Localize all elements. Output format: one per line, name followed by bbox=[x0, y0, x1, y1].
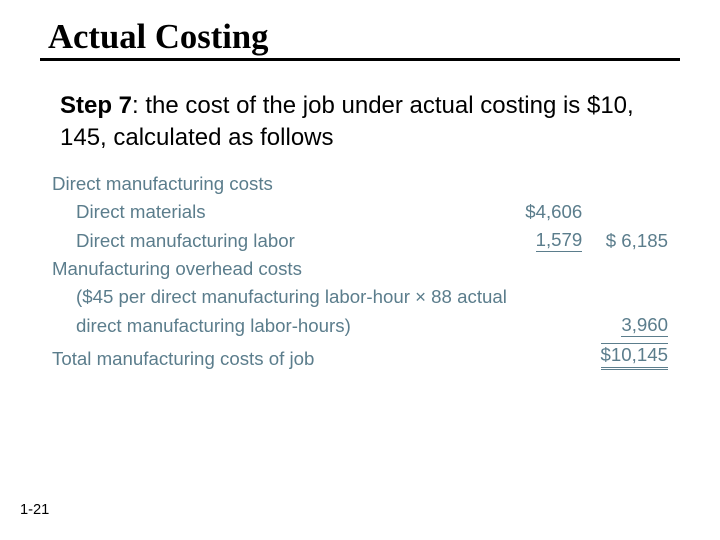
table-row: Manufacturing overhead costs bbox=[48, 255, 672, 283]
table-row: direct manufacturing labor-hours) 3,960 bbox=[48, 311, 672, 340]
cost-label: Direct materials bbox=[48, 198, 511, 226]
slide: Actual Costing Step 7: the cost of the j… bbox=[0, 0, 720, 540]
cost-label: direct manufacturing labor-hours) bbox=[48, 311, 511, 340]
cost-amount-b bbox=[586, 198, 672, 226]
cost-amount-a: 1,579 bbox=[511, 226, 586, 255]
table-row: Total manufacturing costs of job $10,145 bbox=[48, 340, 672, 373]
cost-amount-b bbox=[586, 170, 672, 198]
cost-amount-b: 3,960 bbox=[586, 311, 672, 340]
cost-amount-b: $10,145 bbox=[586, 340, 672, 373]
slide-title: Actual Costing bbox=[48, 18, 268, 57]
cost-amount-b bbox=[586, 283, 672, 311]
cost-label: Direct manufacturing labor bbox=[48, 226, 511, 255]
cost-amount-a bbox=[511, 170, 586, 198]
step-body: : the cost of the job under actual costi… bbox=[60, 92, 634, 151]
cost-amount-b bbox=[586, 255, 672, 283]
cost-label: ($45 per direct manufacturing labor-hour… bbox=[48, 283, 511, 311]
cost-amount-a bbox=[511, 340, 586, 373]
cost-label: Direct manufacturing costs bbox=[48, 170, 511, 198]
cost-amount-a bbox=[511, 311, 586, 340]
cost-label: Manufacturing overhead costs bbox=[48, 255, 511, 283]
cost-amount-a bbox=[511, 255, 586, 283]
cost-amount-b: $ 6,185 bbox=[586, 226, 672, 255]
step-lead: Step 7 bbox=[60, 92, 132, 119]
cost-amount-a: $4,606 bbox=[511, 198, 586, 226]
table-row: ($45 per direct manufacturing labor-hour… bbox=[48, 283, 672, 311]
step-text: Step 7: the cost of the job under actual… bbox=[60, 90, 660, 155]
page-number: 1-21 bbox=[20, 502, 49, 518]
table-row: Direct manufacturing costs bbox=[48, 170, 672, 198]
table-row: Direct manufacturing labor1,579$ 6,185 bbox=[48, 226, 672, 255]
cost-table: Direct manufacturing costsDirect materia… bbox=[48, 170, 672, 373]
table-row: Direct materials$4,606 bbox=[48, 198, 672, 226]
cost-table-grid: Direct manufacturing costsDirect materia… bbox=[48, 170, 672, 373]
cost-label: Total manufacturing costs of job bbox=[48, 340, 511, 373]
title-rule bbox=[40, 58, 680, 61]
cost-amount-a bbox=[511, 283, 586, 311]
